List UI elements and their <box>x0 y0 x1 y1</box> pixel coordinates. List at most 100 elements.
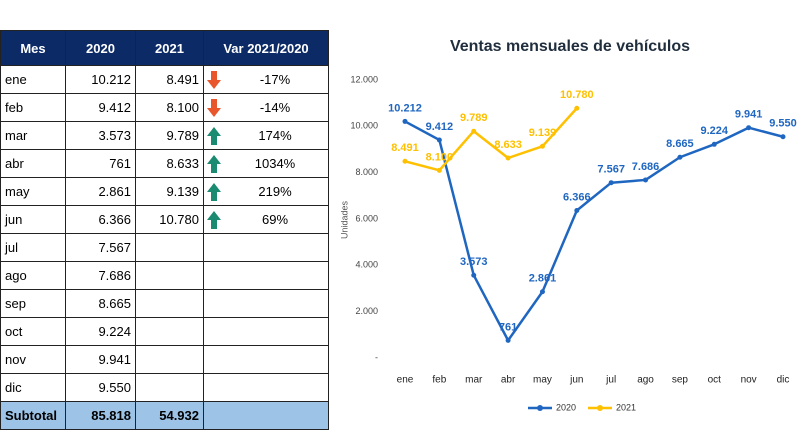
table-cell <box>203 373 329 402</box>
table-cell: ene <box>0 65 66 94</box>
data-point <box>780 134 786 140</box>
table-cell <box>203 233 329 262</box>
cell-text: 8.491 <box>166 72 199 87</box>
y-tick-label: 10.000 <box>350 121 378 131</box>
cell-text: abr <box>5 156 24 171</box>
table-cell: 761 <box>65 149 136 178</box>
cell-text: 174% <box>258 128 292 143</box>
table-row: may 2.861 9.139 219% <box>0 177 329 206</box>
y-tick-label: 12.000 <box>350 74 378 84</box>
cell-text: 7.686 <box>98 268 131 283</box>
table-cell <box>203 261 329 290</box>
legend-label: 2021 <box>616 402 636 412</box>
y-tick-label: 8.000 <box>355 167 378 177</box>
table-cell: Subtotal <box>0 401 66 430</box>
table-cell: 1034% <box>203 149 329 178</box>
cell-text: 2021 <box>155 40 184 56</box>
cell-text: 3.573 <box>98 128 131 143</box>
table-cell: ago <box>0 261 66 290</box>
data-point <box>402 118 408 124</box>
table-cell: 7.567 <box>65 233 136 262</box>
data-label: 9.789 <box>460 112 488 124</box>
table-cell: may <box>0 177 66 206</box>
x-tick-label: may <box>533 375 552 386</box>
cell-text: oct <box>5 324 23 339</box>
x-tick-label: feb <box>432 375 446 386</box>
data-label: 9.139 <box>529 127 557 139</box>
cell-text: 761 <box>109 156 131 171</box>
trend-arrow <box>207 155 221 173</box>
data-point <box>436 167 442 173</box>
legend-label: 2020 <box>556 402 576 412</box>
trend-arrow <box>207 183 221 201</box>
table-cell <box>135 261 204 290</box>
cell-text: 6.366 <box>98 212 131 227</box>
cell-text: 1034% <box>254 156 296 171</box>
table-cell: 85.818 <box>65 401 136 430</box>
data-point <box>574 208 580 214</box>
cell-text: 9.550 <box>98 380 131 395</box>
cell-text: ago <box>5 268 27 283</box>
cell-text: sep <box>5 296 26 311</box>
arrow-shape <box>207 155 221 173</box>
cell-text: ene <box>5 72 27 87</box>
x-tick-label: ago <box>637 375 654 386</box>
table-row: abr 761 8.633 1034% <box>0 149 329 178</box>
x-tick-label: ene <box>397 375 414 386</box>
y-tick-label: 2.000 <box>355 306 378 316</box>
table-row: oct 9.224 <box>0 317 329 346</box>
table-cell <box>203 401 329 430</box>
cell-text: 9.139 <box>166 184 199 199</box>
table-row: jun 6.366 10.780 69% <box>0 205 329 234</box>
cell-text: 7.567 <box>98 240 131 255</box>
data-point <box>436 137 442 143</box>
data-point <box>471 128 477 134</box>
data-label: 10.212 <box>388 102 422 114</box>
x-tick-label: sep <box>672 375 689 386</box>
y-tick-label: 6.000 <box>355 213 378 223</box>
table-cell: -17% <box>203 65 329 94</box>
table-cell: 10.212 <box>65 65 136 94</box>
table-cell: 2.861 <box>65 177 136 206</box>
data-table: Mes 2020 2021 Var 2021/2020 ene 10.212 8.491 -1… <box>0 30 329 430</box>
x-tick-label: abr <box>501 375 516 386</box>
data-label: 8.633 <box>494 139 522 151</box>
cell-text: 8.665 <box>98 296 131 311</box>
data-label: 8.491 <box>391 142 419 154</box>
arrow-shape <box>207 127 221 145</box>
cell-text: 9.941 <box>98 352 131 367</box>
data-label: 6.366 <box>563 191 591 203</box>
series-line <box>404 120 784 342</box>
x-tick-label: oct <box>708 375 722 386</box>
y-tick-label: - <box>375 352 378 362</box>
legend-marker <box>537 405 543 411</box>
table-cell: mar <box>0 121 66 150</box>
data-label: 3.573 <box>460 256 488 268</box>
chart-title: Ventas mensuales de vehículos <box>450 38 690 55</box>
cell-text: 9.789 <box>166 128 199 143</box>
table-cell: Mes <box>0 30 66 66</box>
data-label: 2.861 <box>529 273 557 285</box>
table-cell <box>203 345 329 374</box>
arrow-shape <box>207 71 221 89</box>
cell-text: feb <box>5 100 24 115</box>
data-point <box>539 289 545 295</box>
cell-text: jul <box>5 240 19 255</box>
trend-arrow <box>207 99 221 117</box>
x-tick-label: jul <box>605 375 616 386</box>
table-cell: 9.224 <box>65 317 136 346</box>
cell-text: 10.212 <box>91 72 131 87</box>
cell-text: may <box>5 184 30 199</box>
data-point <box>402 158 408 164</box>
cell-text: 8.633 <box>166 156 199 171</box>
data-label: 9.412 <box>426 121 454 133</box>
table-cell: 174% <box>203 121 329 150</box>
data-point <box>608 180 614 186</box>
table-cell: 8.100 <box>135 93 204 122</box>
table-cell: 3.573 <box>65 121 136 150</box>
cell-text: -14% <box>259 100 291 115</box>
x-tick-label: mar <box>465 375 483 386</box>
trend-arrow <box>207 127 221 145</box>
cell-text: Subtotal <box>5 408 57 423</box>
